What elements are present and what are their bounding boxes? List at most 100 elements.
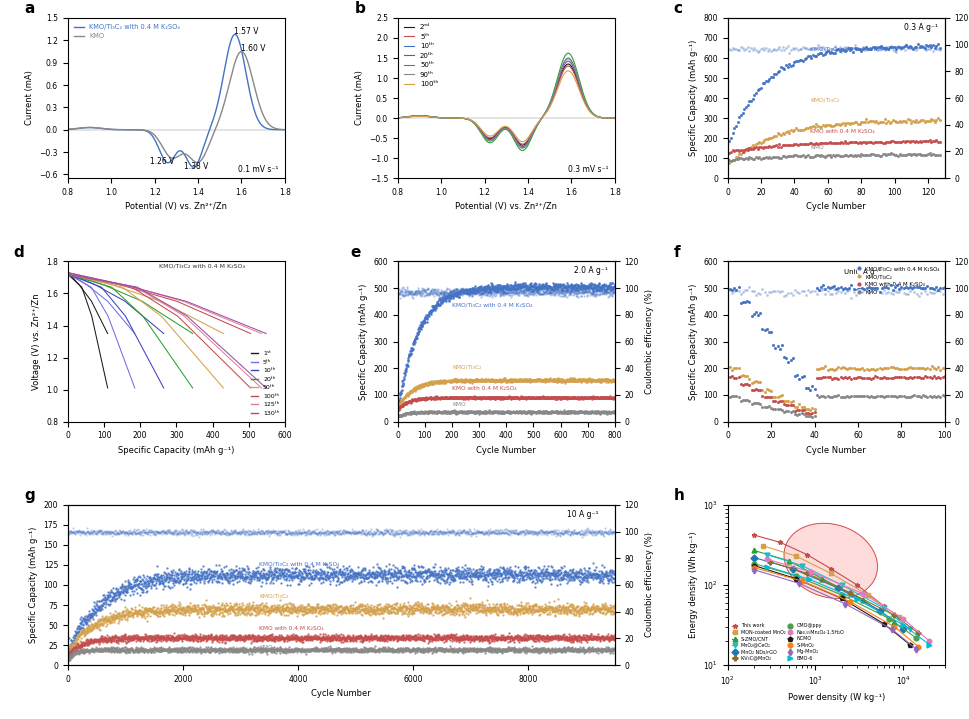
- Point: [399, 630, 415, 641]
- Point: [394, 394, 410, 406]
- Point: [514, 406, 529, 417]
- Point: [453, 603, 468, 614]
- Point: [123, 634, 139, 646]
- Point: [170, 600, 185, 611]
- Point: [449, 570, 464, 582]
- Point: [228, 634, 243, 646]
- Point: [587, 604, 603, 615]
- Point: [322, 631, 337, 642]
- Point: [412, 633, 427, 645]
- Point: [127, 575, 142, 587]
- Point: [569, 288, 584, 299]
- Point: [832, 362, 848, 374]
- Point: [547, 631, 563, 643]
- Point: [448, 569, 463, 580]
- Point: [543, 286, 558, 298]
- Point: [489, 564, 505, 576]
- Point: [826, 137, 841, 148]
- Point: [471, 644, 486, 656]
- Point: [172, 644, 187, 655]
- Point: [322, 644, 337, 655]
- Point: [472, 563, 487, 574]
- Point: [450, 600, 465, 611]
- Point: [526, 526, 542, 537]
- Point: [537, 645, 552, 656]
- Point: [254, 642, 269, 654]
- Point: [388, 567, 403, 578]
- Point: [595, 392, 610, 403]
- Point: [272, 569, 288, 581]
- Point: [399, 397, 415, 408]
- Point: [431, 375, 447, 387]
- Point: [893, 390, 909, 402]
- Point: [449, 374, 464, 385]
- Point: [386, 644, 401, 656]
- Point: [85, 608, 101, 619]
- Point: [100, 592, 115, 604]
- Point: [567, 407, 582, 418]
- Point: [304, 572, 320, 583]
- Point: [255, 600, 270, 612]
- Point: [277, 643, 293, 654]
- Point: [216, 645, 232, 656]
- Point: [193, 526, 208, 538]
- Point: [442, 291, 457, 303]
- Point: [844, 292, 860, 303]
- Point: [488, 285, 504, 296]
- Point: [831, 150, 847, 162]
- Point: [807, 44, 823, 55]
- Point: [372, 644, 388, 655]
- Point: [436, 292, 452, 303]
- Point: [576, 528, 591, 540]
- Point: [377, 525, 392, 536]
- Point: [431, 571, 447, 582]
- Point: [594, 375, 610, 387]
- Point: [158, 568, 173, 580]
- Point: [487, 598, 503, 610]
- Point: [469, 601, 484, 613]
- Point: [401, 526, 417, 538]
- Point: [100, 613, 115, 624]
- Point: [145, 526, 161, 537]
- Point: [355, 645, 370, 656]
- Point: [522, 565, 538, 577]
- Point: [444, 290, 459, 301]
- Point: [353, 645, 368, 656]
- Point: [472, 634, 487, 646]
- Point: [594, 282, 610, 293]
- Point: [499, 572, 515, 583]
- Point: [233, 528, 248, 540]
- Line: 20ᵗʰ: 20ᵗʰ: [397, 61, 619, 147]
- Point: [307, 644, 323, 655]
- Point: [579, 606, 595, 618]
- Point: [534, 406, 549, 418]
- Point: [420, 309, 435, 321]
- Point: [585, 602, 601, 613]
- Point: [498, 632, 514, 644]
- Point: [551, 288, 567, 299]
- Point: [245, 629, 261, 641]
- Point: [169, 631, 184, 642]
- Point: [594, 526, 610, 537]
- Point: [513, 603, 528, 615]
- Point: [532, 608, 547, 620]
- Point: [198, 632, 213, 644]
- Point: [511, 606, 526, 618]
- Point: [416, 566, 431, 577]
- Point: [485, 603, 501, 614]
- Point: [175, 524, 191, 536]
- Point: [590, 631, 606, 643]
- Point: [236, 631, 252, 643]
- Point: [482, 392, 497, 403]
- Point: [133, 582, 148, 594]
- Point: [181, 526, 197, 537]
- Point: [457, 633, 473, 645]
- Point: [462, 632, 478, 644]
- Point: [222, 603, 237, 614]
- Point: [98, 632, 113, 644]
- Point: [785, 125, 800, 137]
- Point: [158, 644, 173, 655]
- Point: [737, 370, 753, 382]
- Point: [260, 634, 275, 646]
- Point: [291, 603, 306, 615]
